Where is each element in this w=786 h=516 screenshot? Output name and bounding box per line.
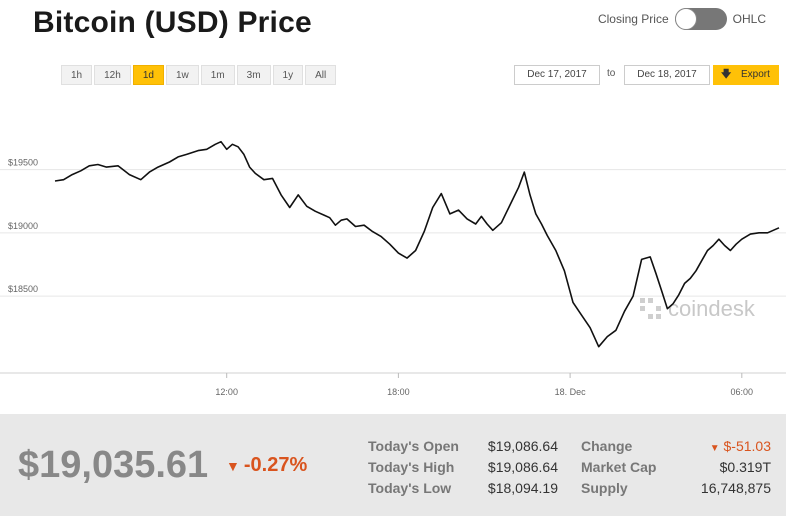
y-tick-label: $19500 [8,158,38,168]
range-tab-12h[interactable]: 12h [94,65,131,85]
range-tab-1h[interactable]: 1h [61,65,93,85]
x-tick-label: 18. Dec [555,387,587,397]
closing-price-label: Closing Price [597,12,669,26]
price-line-series [54,140,780,348]
switch-knob[interactable] [674,8,697,30]
export-button[interactable]: 🡇 Export [713,65,779,85]
supply-label: Supply [581,480,628,496]
date-to-input[interactable]: Dec 18, 2017 [624,65,710,85]
range-tab-1w[interactable]: 1w [165,65,199,85]
y-tick-label: $18500 [8,284,38,294]
todays-high-value: $19,086.64 [487,459,558,475]
export-label: Export [741,69,770,80]
change-value-text: -51.03 [731,438,771,454]
x-tick-label: 12:00 [215,387,238,397]
change-value: ▼ $-51.03 [660,438,771,454]
date-to-label: to [607,68,616,79]
x-tick-label: 18:00 [387,387,410,397]
range-tab-3m[interactable]: 3m [236,65,271,85]
range-tabs: 1h 12h 1d 1w 1m 3m 1y All [61,65,338,85]
current-price: $19,035.61 [18,444,209,486]
price-chart[interactable]: $19500 $19000 $18500 12:00 18:00 18. Dec 06:0… [0,100,786,410]
price-change-percent: ▼ -0.27% [226,454,307,477]
supply-value: 16,748,875 [700,480,771,496]
range-tab-1m[interactable]: 1m [200,65,235,85]
y-tick-label: $19000 [8,221,38,231]
chart-mode-switch[interactable] [674,8,727,30]
todays-open-value: $19,086.64 [487,438,558,454]
market-cap-value: $0.319T [719,459,771,475]
x-tick-label: 06:00 [731,387,754,397]
y-axis-labels: $19500 $19000 $18500 [8,158,38,295]
coindesk-logo-icon [640,298,661,319]
x-axis-labels: 12:00 18:00 18. Dec 06:00 [215,373,753,397]
todays-open-label: Today's Open [368,438,459,454]
download-arrow-icon: 🡇 [721,69,732,80]
range-tab-all[interactable]: All [305,65,337,85]
todays-low-label: Today's Low [368,480,452,496]
change-label: Change [581,438,633,454]
grid-layer [0,169,786,374]
ohlc-label: OHLC [732,12,766,26]
chart-mode-toggle-group: Closing Price OHLC [592,8,772,30]
range-tab-1d[interactable]: 1d [132,65,164,85]
change-down-triangle-icon: ▼ [709,443,720,454]
market-cap-label: Market Cap [581,459,657,475]
change-pct-value: -0.27% [243,454,308,476]
page-title: Bitcoin (USD) Price [33,6,312,39]
range-tab-1y[interactable]: 1y [272,65,304,85]
todays-high-label: Today's High [368,459,455,475]
date-from-input[interactable]: Dec 17, 2017 [514,65,600,85]
watermark-text: coindesk [668,296,756,321]
down-triangle-icon: ▼ [226,458,240,474]
todays-low-value: $18,094.19 [487,480,558,496]
change-value-prefix: $ [723,438,732,454]
coindesk-watermark: coindesk [640,296,756,321]
stats-panel: $19,035.61 ▼ -0.27% Today's Open $19,086.… [0,414,786,516]
